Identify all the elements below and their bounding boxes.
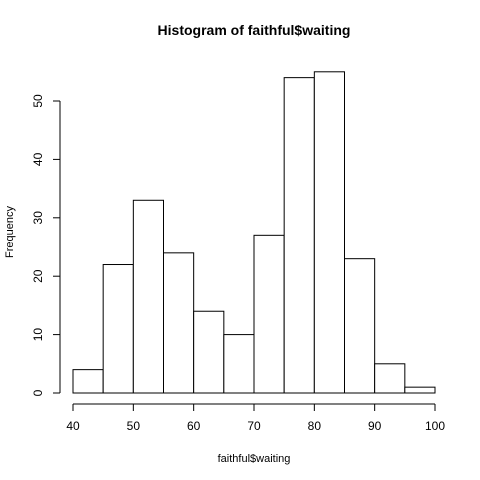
y-tick-label: 40: [31, 152, 45, 166]
bars-group: [72, 71, 436, 394]
histogram-bar-85-90: [344, 258, 376, 394]
histogram-bar-90-95: [374, 363, 406, 394]
x-tick-label: 60: [187, 419, 201, 433]
histogram-bar-50-55: [132, 199, 164, 394]
histogram-bar-75-80: [283, 77, 315, 394]
histogram-bar-45-50: [102, 264, 134, 394]
x-tick-label: 100: [425, 419, 445, 433]
chart-title: Histogram of faithful$waiting: [158, 22, 351, 38]
y-tick-label: 10: [31, 328, 45, 342]
histogram-bar-70-75: [253, 234, 285, 394]
histogram-bar-60-65: [193, 310, 225, 394]
histogram-bar-95-100: [404, 386, 436, 394]
histogram-bar-40-45: [72, 369, 104, 394]
x-tick-label: 80: [308, 419, 322, 433]
x-tick-label: 90: [368, 419, 382, 433]
histogram-bar-80-85: [313, 71, 346, 394]
x-tick-label: 50: [127, 419, 141, 433]
histogram-bar-55-60: [163, 252, 195, 394]
x-tick-label: 40: [66, 419, 80, 433]
y-tick-label: 0: [31, 389, 45, 396]
y-tick-label: 50: [31, 94, 45, 108]
y-tick-label: 30: [31, 211, 45, 225]
y-tick-label: 20: [31, 269, 45, 283]
y-axis: 0 10 20 30 40 50: [31, 94, 61, 396]
x-axis-label: faithful$waiting: [218, 453, 291, 465]
x-axis: 40 50 60 70 80 90 100: [66, 403, 445, 433]
y-axis-label: Frequency: [4, 206, 16, 258]
x-tick-label: 70: [247, 419, 261, 433]
histogram-bar-65-70: [223, 334, 255, 394]
